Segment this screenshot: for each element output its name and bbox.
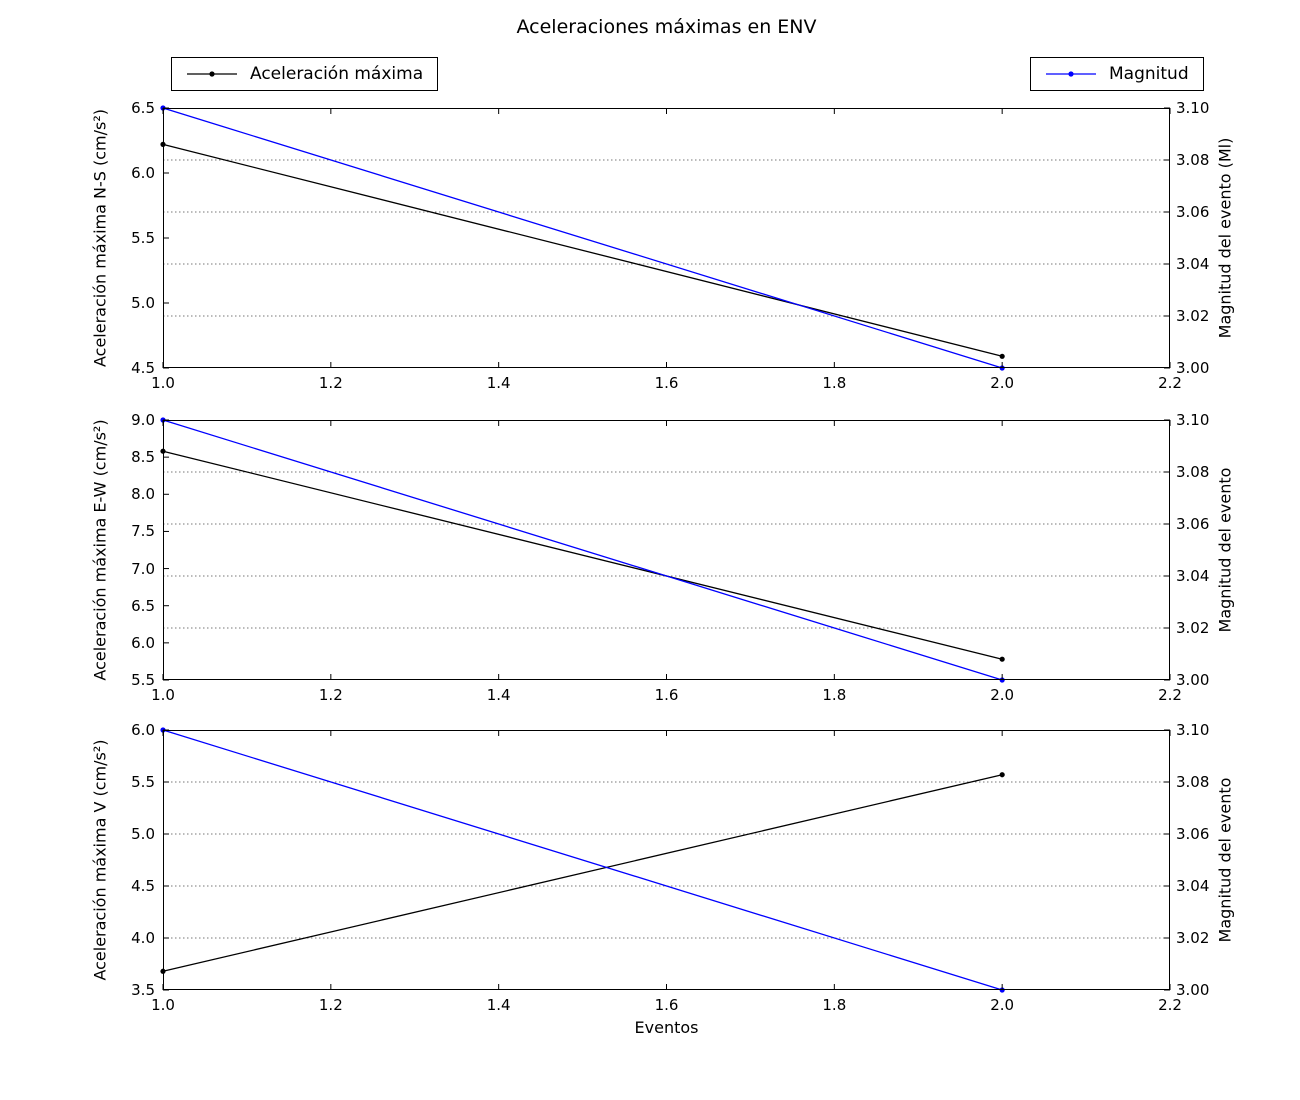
series-line-acceleration	[162, 774, 1003, 972]
subplot-0	[160, 105, 1171, 371]
y-tick-label-right: 3.04	[1176, 877, 1210, 895]
y-tick-label-left: 8.5	[131, 448, 155, 467]
x-tick-label: 1.8	[822, 374, 847, 392]
series-line-acceleration	[162, 143, 1003, 357]
x-tick-label: 1.6	[654, 374, 679, 392]
series-line-acceleration	[162, 450, 1003, 660]
legend-label-acceleration: Aceleración máxima	[250, 64, 424, 84]
y-tick-label-left: 6.0	[131, 633, 155, 652]
series-line-magnitude	[162, 419, 1003, 681]
x-tick-label: 1.8	[822, 686, 847, 704]
y-tick-label-right: 3.10	[1176, 99, 1210, 117]
y-tick-label-left: 5.5	[131, 229, 155, 247]
x-tick-label: 1.2	[318, 686, 343, 704]
y-tick-label-left: 5.5	[131, 671, 155, 689]
y-tick-label-left: 7.0	[131, 559, 155, 578]
y-tick-label-left: 3.5	[131, 981, 155, 999]
y-tick-label-left: 4.5	[131, 359, 155, 377]
x-tick-label: 1.2	[318, 996, 343, 1014]
chart-title: Aceleraciones máximas en ENV	[516, 16, 817, 38]
legend-acceleration: Aceleración máxima	[171, 57, 439, 91]
data-point	[999, 353, 1005, 359]
plot-frame	[163, 730, 1170, 990]
legend-magnitude: Magnitud	[1030, 57, 1204, 91]
x-tick-label: 1.0	[151, 996, 175, 1014]
y-axis-label-right-ew: Magnitud del evento	[1215, 467, 1235, 633]
y-tick-label-right: 3.04	[1176, 567, 1210, 585]
y-tick-label-right: 3.06	[1176, 825, 1210, 843]
plot-frame	[163, 108, 1170, 368]
x-tick-label: 1.2	[318, 374, 343, 392]
x-tick-label: 2.2	[1158, 374, 1182, 392]
y-tick-label-right: 3.10	[1176, 411, 1210, 429]
plot-frame	[163, 420, 1170, 680]
y-tick-label-right: 3.00	[1176, 671, 1210, 689]
subplot-1	[160, 417, 1171, 683]
x-tick-label: 2.0	[990, 996, 1015, 1014]
y-tick-label-right: 3.08	[1176, 151, 1210, 169]
data-point	[999, 656, 1005, 662]
x-tick-label: 2.0	[990, 686, 1015, 704]
y-tick-label-left: 5.5	[131, 773, 155, 791]
x-tick-label: 1.8	[822, 996, 847, 1014]
x-tick-label: 2.0	[990, 374, 1015, 392]
y-tick-label-left: 9.0	[131, 411, 155, 429]
y-tick-label-left: 6.5	[131, 99, 155, 117]
y-tick-label-right: 3.08	[1176, 463, 1210, 481]
y-tick-label-left: 6.0	[131, 164, 155, 182]
x-axis-label: Eventos	[634, 1018, 699, 1037]
y-axis-label-right-v: Magnitud del evento	[1215, 777, 1235, 943]
y-tick-label-right: 3.00	[1176, 359, 1210, 377]
x-tick-label: 1.4	[486, 996, 511, 1014]
y-tick-label-left: 6.0	[131, 721, 155, 739]
y-tick-label-right: 3.08	[1176, 773, 1210, 791]
legend-label-magnitude: Magnitud	[1109, 64, 1189, 84]
y-tick-label-left: 6.5	[131, 596, 155, 615]
subplot-2	[160, 727, 1171, 993]
x-tick-label: 1.0	[151, 686, 175, 704]
y-tick-label-left: 5.0	[131, 825, 155, 843]
x-tick-label: 1.6	[654, 686, 679, 704]
y-tick-label-left: 7.5	[131, 522, 155, 541]
legend-line-sample-magnitude	[1046, 71, 1096, 77]
data-point	[999, 772, 1005, 778]
y-tick-label-right: 3.02	[1176, 307, 1210, 325]
x-tick-label: 2.2	[1158, 686, 1182, 704]
series-line-magnitude	[162, 729, 1003, 991]
y-tick-label-right: 3.02	[1176, 619, 1210, 637]
series-line-magnitude	[162, 107, 1003, 369]
x-tick-label: 1.0	[151, 374, 175, 392]
y-tick-label-right: 3.06	[1176, 515, 1210, 533]
y-tick-label-left: 8.0	[131, 485, 155, 504]
y-tick-label-right: 3.00	[1176, 981, 1210, 999]
x-tick-label: 1.4	[486, 686, 511, 704]
y-tick-label-right: 3.02	[1176, 929, 1210, 947]
y-tick-label-left: 4.5	[131, 877, 155, 895]
y-tick-label-right: 3.04	[1176, 255, 1210, 273]
x-tick-label: 1.4	[486, 374, 511, 392]
y-tick-label-left: 4.0	[131, 929, 155, 947]
x-tick-label: 1.6	[654, 996, 679, 1014]
y-tick-label-right: 3.10	[1176, 721, 1210, 739]
x-tick-label: 2.2	[1158, 996, 1182, 1014]
y-tick-label-right: 3.06	[1176, 203, 1210, 221]
legend-line-sample-acceleration	[187, 71, 237, 77]
y-tick-label-left: 5.0	[131, 294, 155, 312]
